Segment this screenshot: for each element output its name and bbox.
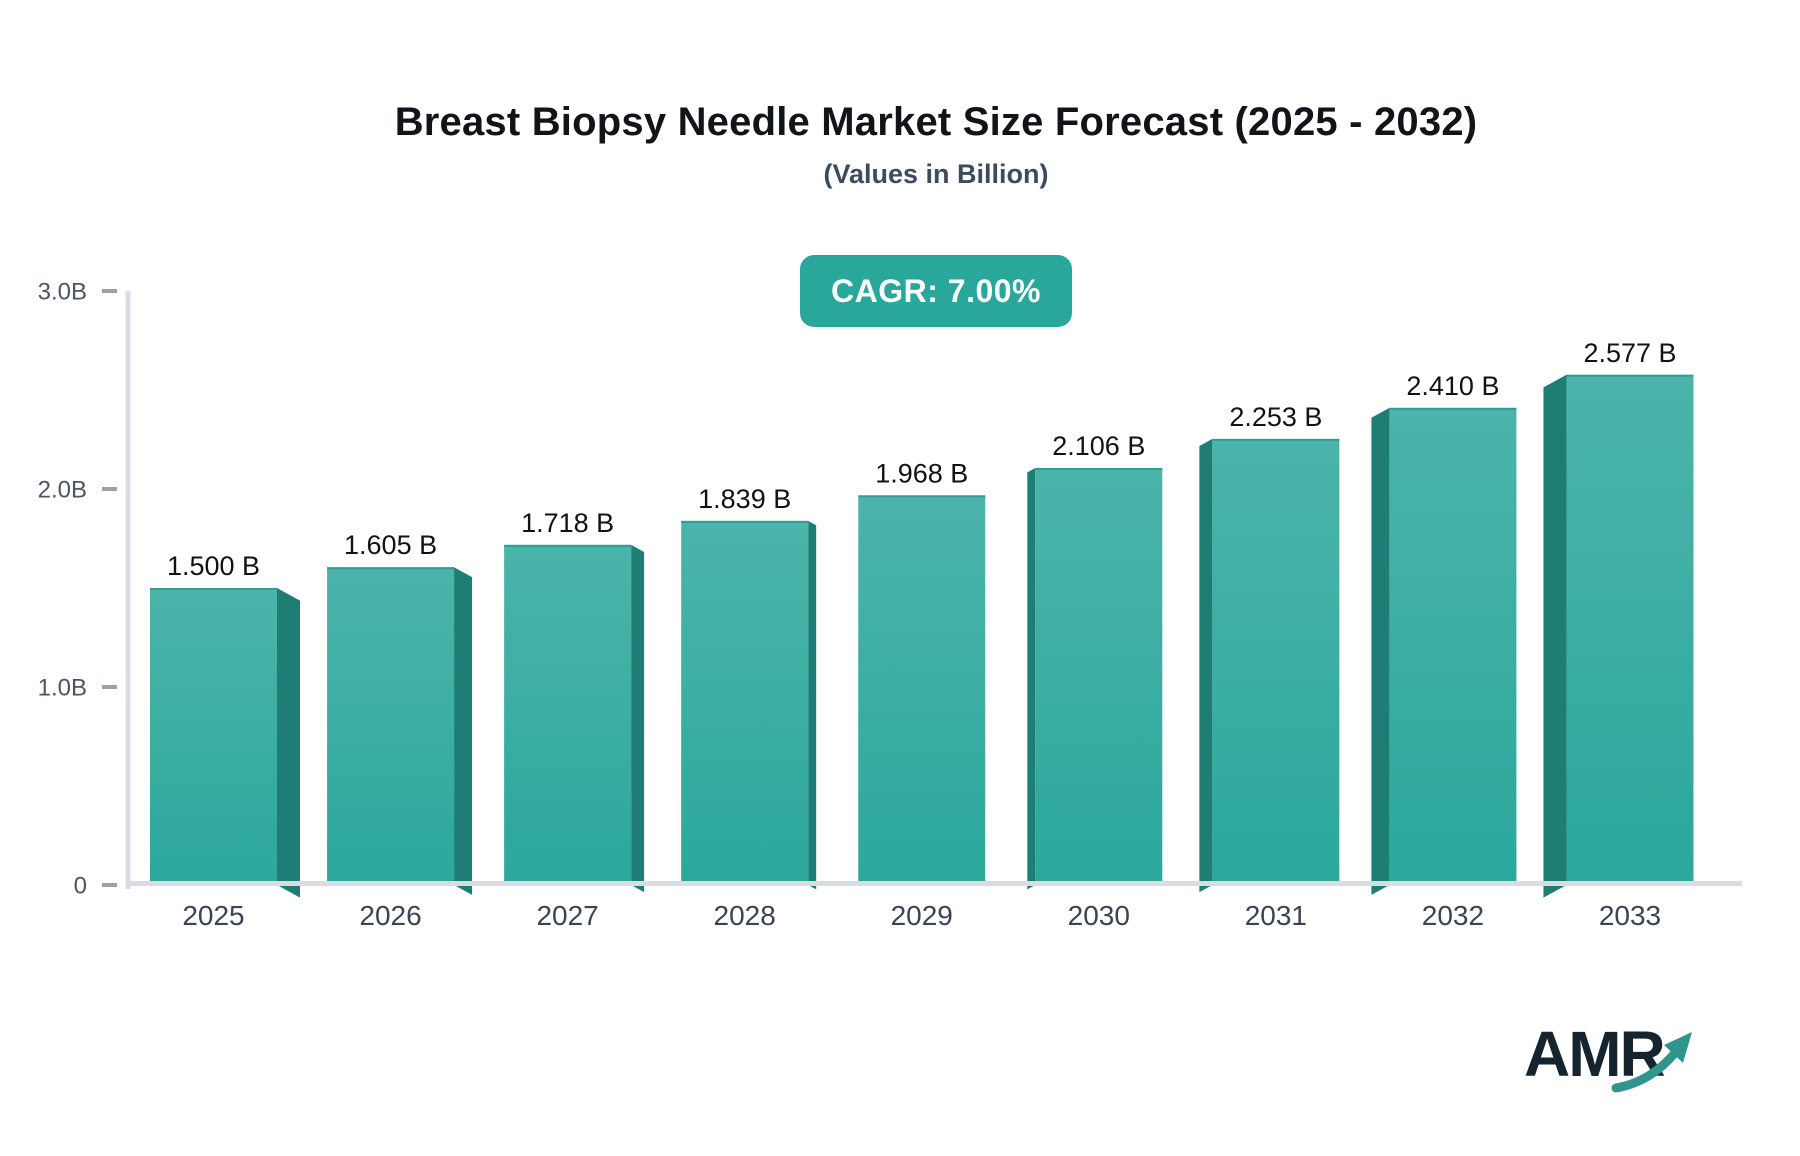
page-subtitle: (Values in Billion) [823, 159, 1049, 189]
arrow-tail [1611, 1049, 1679, 1093]
y-tick-dash [102, 685, 117, 689]
x-tick-label: 2025 [182, 900, 244, 931]
bar-side-2026 [454, 567, 473, 895]
x-tick-label: 2027 [536, 900, 598, 931]
arrow-head [1664, 1032, 1692, 1063]
amr-logo: AMR [1524, 1022, 1784, 1122]
page-title: Breast Biopsy Needle Market Size Forecas… [394, 100, 1478, 144]
bar-side-2032 [1371, 407, 1390, 895]
y-tick-dash [102, 289, 117, 293]
cagr-badge-label: CAGR: 7.00% [831, 272, 1041, 309]
bar-2032 [1389, 407, 1517, 885]
bar-value-label: 2.577 B [1583, 338, 1676, 368]
x-tick-label: 2028 [714, 900, 776, 931]
bar-value-label: 1.968 B [875, 458, 968, 488]
bar-side-2028 [808, 520, 817, 890]
bar-side-2030 [1027, 468, 1036, 890]
y-tick-dash [102, 487, 117, 491]
x-axis-line [125, 881, 1742, 886]
bar-2031 [1212, 438, 1340, 885]
bar-value-label: 1.718 B [521, 508, 614, 538]
bar-2029 [858, 495, 986, 885]
bar-side-2025 [277, 588, 300, 898]
bar-2025 [150, 588, 277, 885]
bar-2030 [1035, 468, 1163, 885]
y-tick-label: 2.0B [38, 476, 87, 503]
x-tick-label: 2033 [1599, 900, 1661, 931]
bar-side-2027 [631, 544, 645, 893]
bar-value-label: 1.500 B [167, 551, 260, 581]
y-tick-label: 1.0B [38, 674, 87, 701]
y-tick-dash [102, 883, 117, 887]
bar-2026 [327, 567, 455, 885]
bar-side-2031 [1199, 438, 1213, 893]
x-tick-label: 2032 [1422, 900, 1484, 931]
y-tick-label: 3.0B [38, 278, 87, 305]
y-tick-label: 0 [74, 872, 87, 899]
bar-value-label: 1.839 B [698, 484, 791, 514]
cagr-badge: CAGR: 7.00% [800, 255, 1072, 327]
x-tick-label: 2026 [359, 900, 421, 931]
x-tick-label: 2029 [891, 900, 953, 931]
bar-value-label: 2.106 B [1052, 431, 1145, 461]
x-tick-label: 2031 [1245, 900, 1307, 931]
bar-value-label: 1.605 B [344, 530, 437, 560]
bar-2027 [504, 544, 632, 885]
bar-2028 [681, 520, 809, 885]
y-axis-line [125, 291, 131, 889]
bar-value-label: 2.410 B [1406, 371, 1499, 401]
growth-arrow-icon [1611, 1032, 1692, 1093]
bar-value-label: 2.253 B [1229, 402, 1322, 432]
x-tick-label: 2030 [1068, 900, 1130, 931]
bar-2033 [1566, 374, 1694, 885]
bar-side-2033 [1543, 374, 1567, 898]
chart-header: Breast Biopsy Needle Market Size Forecas… [130, 0, 1742, 190]
